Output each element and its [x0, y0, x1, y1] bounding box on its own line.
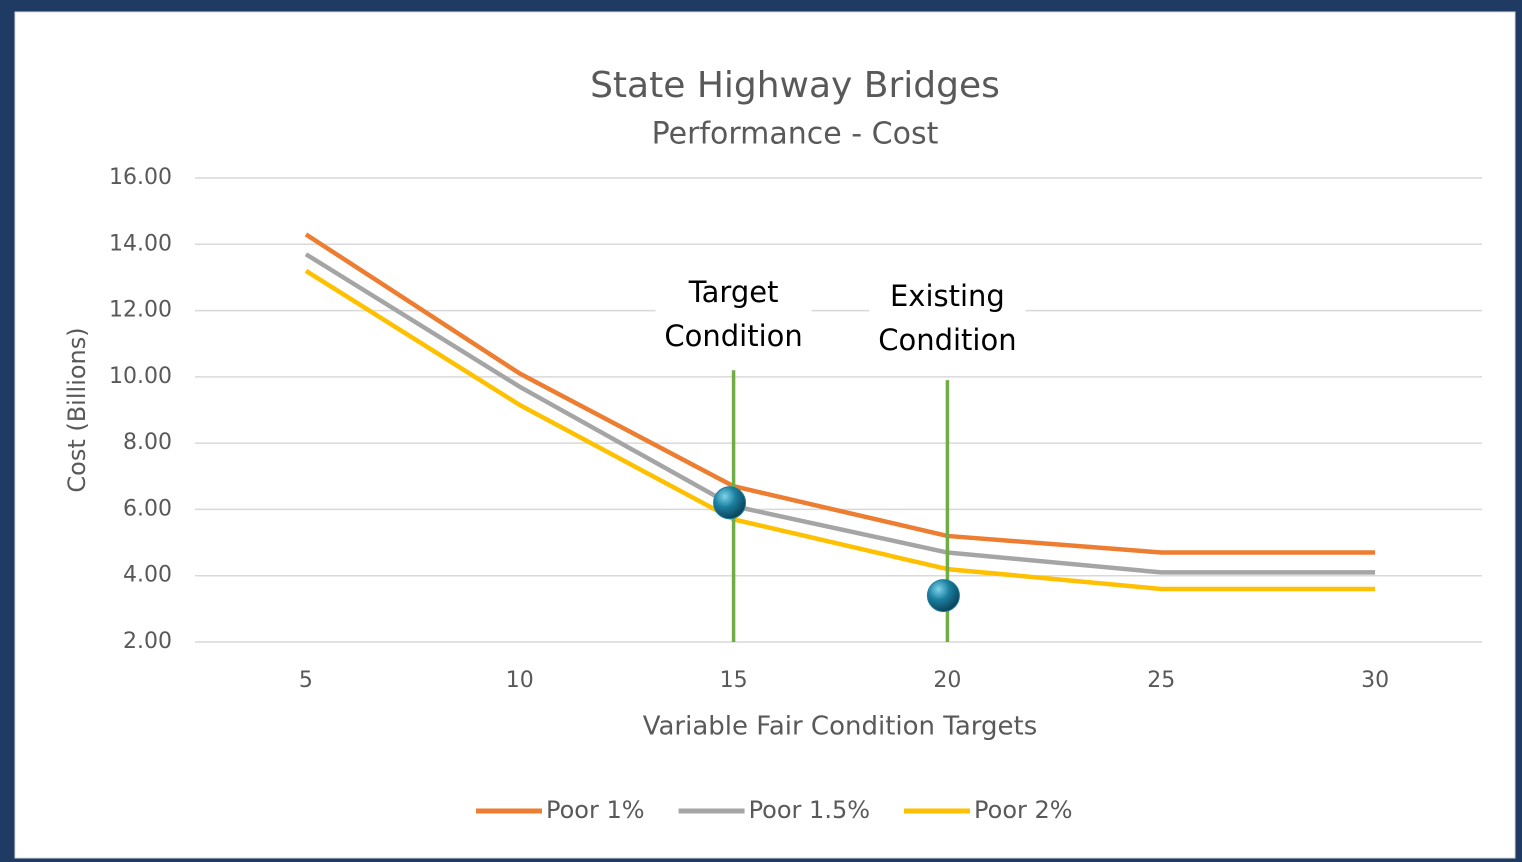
x-tick-label: 5	[299, 668, 313, 693]
annotation-label: Condition	[878, 323, 1016, 357]
x-tick-label: 10	[506, 668, 534, 693]
annotation-backing	[655, 270, 812, 362]
series-line	[304, 268, 1376, 592]
annotation-label: Target	[688, 275, 779, 309]
marker-dot	[713, 486, 747, 520]
annotation-label: Existing	[890, 279, 1005, 313]
y-tick-label: 8.00	[123, 430, 172, 455]
chart-subtitle: Performance - Cost	[652, 117, 939, 152]
legend-label: Poor 1%	[546, 796, 645, 824]
series-line	[304, 232, 1376, 555]
x-tick-label: 15	[720, 668, 748, 693]
chart-panel	[14, 11, 1516, 859]
x-axis-title: Variable Fair Condition Targets	[643, 712, 1038, 742]
y-tick-label: 16.00	[109, 165, 172, 190]
y-tick-label: 14.00	[109, 231, 172, 256]
marker-dot	[926, 579, 960, 613]
x-tick-label: 25	[1147, 668, 1175, 693]
y-tick-label: 2.00	[123, 629, 172, 654]
legend-label: Poor 2%	[974, 796, 1073, 824]
y-tick-label: 6.00	[123, 496, 172, 521]
chart-title: State Highway Bridges	[590, 65, 1000, 106]
y-tick-label: 12.00	[109, 298, 172, 323]
annotation-backing	[869, 270, 1026, 372]
x-tick-label: 20	[933, 668, 961, 693]
legend-label: Poor 1.5%	[749, 796, 870, 824]
series-line	[304, 252, 1376, 575]
y-tick-label: 10.00	[109, 364, 172, 389]
y-tick-label: 4.00	[123, 563, 172, 588]
annotation-label: Condition	[664, 319, 802, 353]
x-tick-label: 30	[1361, 668, 1389, 693]
y-axis-title: Cost (Billions)	[63, 327, 91, 492]
